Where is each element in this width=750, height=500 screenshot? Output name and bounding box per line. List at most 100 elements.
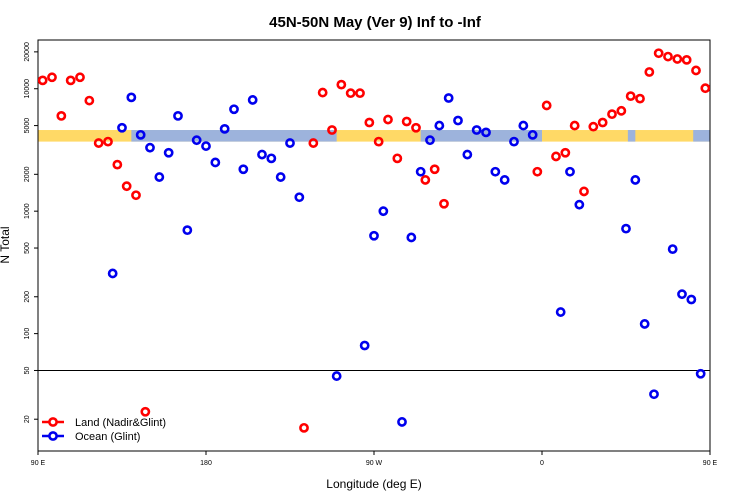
land-point bbox=[681, 54, 692, 65]
ocean-point bbox=[331, 371, 342, 381]
ocean-point bbox=[443, 93, 454, 103]
band-ocean-segment bbox=[131, 130, 337, 142]
ocean-point bbox=[574, 199, 585, 210]
ocean-point bbox=[686, 294, 697, 305]
x-tick-label: 90 E bbox=[31, 460, 46, 467]
land-point bbox=[625, 91, 636, 102]
band-ocean-segment bbox=[693, 130, 710, 142]
land-point bbox=[75, 72, 85, 83]
ocean-point bbox=[695, 368, 706, 379]
land-point bbox=[672, 54, 683, 64]
land-point bbox=[336, 79, 347, 90]
ocean-point bbox=[201, 141, 211, 151]
y-axis-label: N Total bbox=[0, 226, 12, 263]
plot-frame bbox=[37, 39, 711, 452]
land-point bbox=[308, 138, 319, 148]
land-point bbox=[653, 48, 664, 59]
ocean-point bbox=[639, 319, 650, 329]
ocean-point bbox=[415, 166, 426, 177]
land-point bbox=[383, 114, 393, 125]
land-point bbox=[355, 88, 365, 99]
data-points bbox=[38, 48, 746, 433]
ocean-point bbox=[481, 127, 491, 138]
ocean-point bbox=[163, 147, 174, 158]
ocean-point bbox=[462, 149, 473, 160]
land-point bbox=[364, 117, 375, 128]
ocean-point bbox=[135, 129, 146, 140]
land-point bbox=[607, 109, 617, 120]
x-tick-label: 90 E bbox=[703, 460, 718, 467]
land-point bbox=[597, 117, 608, 128]
land-point bbox=[551, 151, 561, 162]
land-point bbox=[112, 159, 123, 170]
land-point bbox=[579, 186, 589, 197]
ocean-point bbox=[677, 289, 687, 300]
y-tick-label: 20 bbox=[24, 415, 31, 423]
ocean-point bbox=[565, 166, 575, 177]
land-point bbox=[635, 93, 645, 104]
y-tick-label: 1000 bbox=[24, 203, 31, 219]
land-point bbox=[345, 88, 356, 99]
y-tick-label: 20000 bbox=[24, 42, 31, 62]
land-point bbox=[84, 95, 95, 106]
land-point bbox=[140, 406, 151, 417]
y-tick-label: 2000 bbox=[24, 166, 31, 182]
land-point bbox=[121, 181, 132, 192]
ocean-point bbox=[649, 389, 659, 400]
ocean-point bbox=[285, 138, 295, 148]
ocean-point bbox=[210, 157, 221, 168]
land-point bbox=[103, 136, 113, 147]
band-land bbox=[38, 130, 710, 142]
ocean-point bbox=[275, 172, 286, 182]
ocean-point bbox=[173, 110, 183, 121]
land-point bbox=[439, 198, 449, 209]
ocean-point bbox=[247, 95, 258, 105]
land-point bbox=[401, 116, 412, 127]
land-point bbox=[373, 136, 384, 147]
land-point bbox=[700, 83, 710, 94]
band-ocean-segment bbox=[420, 130, 542, 142]
ocean-point bbox=[369, 230, 379, 241]
y-tick-label: 5000 bbox=[24, 118, 31, 134]
land-point bbox=[532, 166, 543, 177]
ocean-point bbox=[219, 123, 230, 134]
ocean-point bbox=[490, 166, 501, 177]
land-point bbox=[709, 80, 710, 84]
land-point bbox=[569, 120, 580, 131]
coverage-band bbox=[38, 130, 710, 142]
ocean-point bbox=[499, 175, 510, 185]
ocean-point bbox=[378, 206, 389, 217]
y-tick-label: 50 bbox=[24, 366, 31, 374]
band-ocean-segment bbox=[627, 130, 636, 142]
ocean-point bbox=[471, 125, 482, 135]
land-point bbox=[730, 113, 737, 120]
ocean-point bbox=[667, 244, 678, 255]
ocean-point bbox=[359, 340, 370, 351]
ocean-point bbox=[191, 135, 202, 146]
land-point bbox=[56, 110, 67, 121]
ocean-point bbox=[509, 136, 519, 147]
legend-marker bbox=[48, 431, 58, 441]
y-tick-label: 200 bbox=[24, 291, 31, 303]
ocean-point bbox=[434, 120, 445, 131]
land-point bbox=[644, 67, 655, 77]
land-point bbox=[691, 65, 701, 76]
y-tick-label: 500 bbox=[24, 242, 31, 254]
land-point bbox=[739, 78, 746, 85]
ocean-point bbox=[294, 192, 305, 203]
land-point bbox=[541, 100, 552, 111]
ocean-point bbox=[518, 120, 529, 131]
legend-entry-label: Ocean (Glint) bbox=[75, 431, 140, 443]
ocean-point bbox=[453, 115, 463, 126]
ocean-point bbox=[266, 153, 277, 164]
land-point bbox=[38, 75, 48, 86]
x-tick-label: 0 bbox=[540, 460, 544, 467]
ocean-point bbox=[397, 417, 407, 427]
land-point bbox=[131, 190, 141, 201]
series-land bbox=[38, 48, 746, 433]
ocean-point bbox=[257, 149, 267, 160]
ocean-point bbox=[630, 175, 641, 185]
series-ocean bbox=[107, 92, 706, 427]
